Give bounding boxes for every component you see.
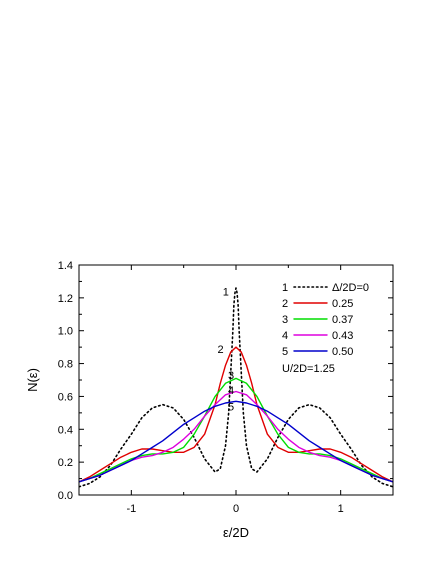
curve-number-label: 2 — [217, 344, 223, 356]
y-tick-label: 1.0 — [58, 326, 73, 338]
curve-number-labels: 1 2 3 4 5 — [217, 286, 234, 413]
x-tick-label: -1 — [126, 503, 136, 515]
axis-ticks: -1 0 1 0.0 0.2 0.4 0.6 0.8 1.0 1.2 1.4 — [58, 260, 394, 515]
y-axis-label: N(ε) — [25, 368, 40, 392]
curve-number-label: 5 — [228, 401, 234, 413]
y-tick-label: 0.0 — [58, 490, 73, 502]
legend-number: 2 — [282, 298, 288, 310]
curve-number-label: 4 — [228, 385, 234, 397]
legend-number: 1 — [282, 282, 288, 294]
legend: 1 Δ/2D=0 2 0.25 3 0.37 4 0.43 5 0.50 — [282, 282, 369, 358]
series-line-2 — [79, 346, 393, 483]
plot-area — [79, 287, 393, 488]
legend-label: 0.25 — [332, 298, 353, 310]
y-tick-label: 0.6 — [58, 391, 73, 403]
curve-number-label: 1 — [223, 286, 229, 298]
x-tick-label: 0 — [233, 503, 239, 515]
series-line-5 — [79, 400, 393, 483]
legend-label: 0.37 — [332, 314, 353, 326]
parameter-annotation: U/2D=1.25 — [282, 363, 335, 375]
legend-label: 0.43 — [332, 330, 353, 342]
x-axis-label: ε/2D — [223, 525, 249, 540]
y-tick-label: 0.2 — [58, 457, 73, 469]
y-tick-label: 1.4 — [58, 260, 73, 272]
x-tick-label: 1 — [338, 503, 344, 515]
y-tick-label: 0.4 — [58, 424, 73, 436]
legend-number: 3 — [282, 314, 288, 326]
legend-label: Δ/2D=0 — [332, 282, 369, 294]
series-line-1 — [79, 287, 393, 488]
legend-number: 4 — [282, 330, 288, 342]
y-tick-label: 0.8 — [58, 359, 73, 371]
series-line-3 — [79, 377, 393, 483]
legend-label: 0.50 — [332, 346, 353, 358]
y-tick-label: 1.2 — [58, 293, 73, 305]
legend-number: 5 — [282, 346, 288, 358]
curve-number-label: 3 — [228, 370, 234, 382]
